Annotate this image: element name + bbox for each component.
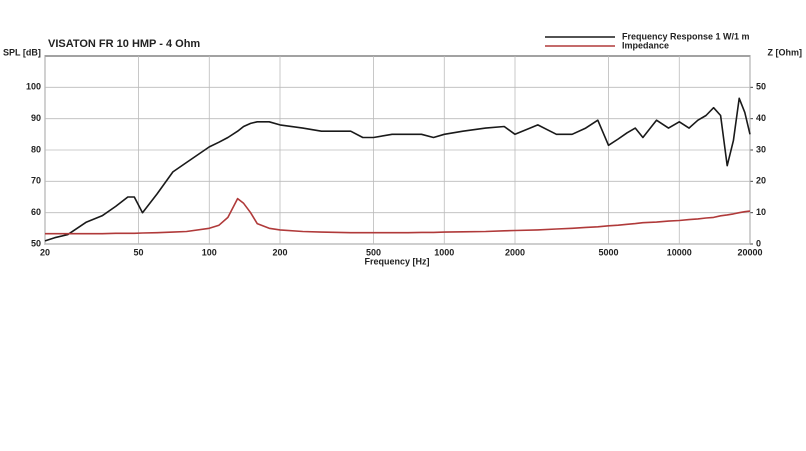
legend-label: Frequency Response 1 W/1 m bbox=[622, 31, 750, 41]
y2-axis-label: Z [Ohm] bbox=[768, 47, 803, 57]
y-tick-label: 100 bbox=[26, 82, 41, 92]
x-tick-label: 50 bbox=[134, 247, 144, 257]
x-axis-label: Frequency [Hz] bbox=[364, 256, 429, 266]
y-tick-label: 60 bbox=[31, 207, 41, 217]
y2-tick-label: 20 bbox=[756, 176, 766, 186]
x-tick-label: 500 bbox=[366, 247, 381, 257]
chart-title: VISATON FR 10 HMP - 4 Ohm bbox=[48, 38, 200, 50]
legend-label: Impedance bbox=[622, 40, 669, 50]
x-tick-label: 200 bbox=[272, 247, 287, 257]
y-tick-label: 50 bbox=[31, 238, 41, 248]
y2-tick-label: 10 bbox=[756, 207, 766, 217]
x-tick-label: 20000 bbox=[737, 247, 762, 257]
y2-tick-label: 50 bbox=[756, 82, 766, 92]
y-tick-label: 80 bbox=[31, 144, 41, 154]
x-tick-label: 20 bbox=[40, 247, 50, 257]
x-tick-label: 5000 bbox=[599, 247, 619, 257]
y-tick-label: 70 bbox=[31, 176, 41, 186]
y-axis-label: SPL [dB] bbox=[3, 47, 41, 57]
x-tick-label: 100 bbox=[202, 247, 217, 257]
y2-tick-label: 40 bbox=[756, 113, 766, 123]
y2-tick-label: 30 bbox=[756, 144, 766, 154]
x-tick-label: 1000 bbox=[434, 247, 454, 257]
series-line bbox=[44, 97, 751, 242]
x-tick-label: 2000 bbox=[505, 247, 525, 257]
series-line bbox=[45, 197, 751, 235]
x-tick-label: 10000 bbox=[667, 247, 692, 257]
y2-tick-label: 0 bbox=[756, 238, 761, 248]
y-tick-label: 90 bbox=[31, 113, 41, 123]
